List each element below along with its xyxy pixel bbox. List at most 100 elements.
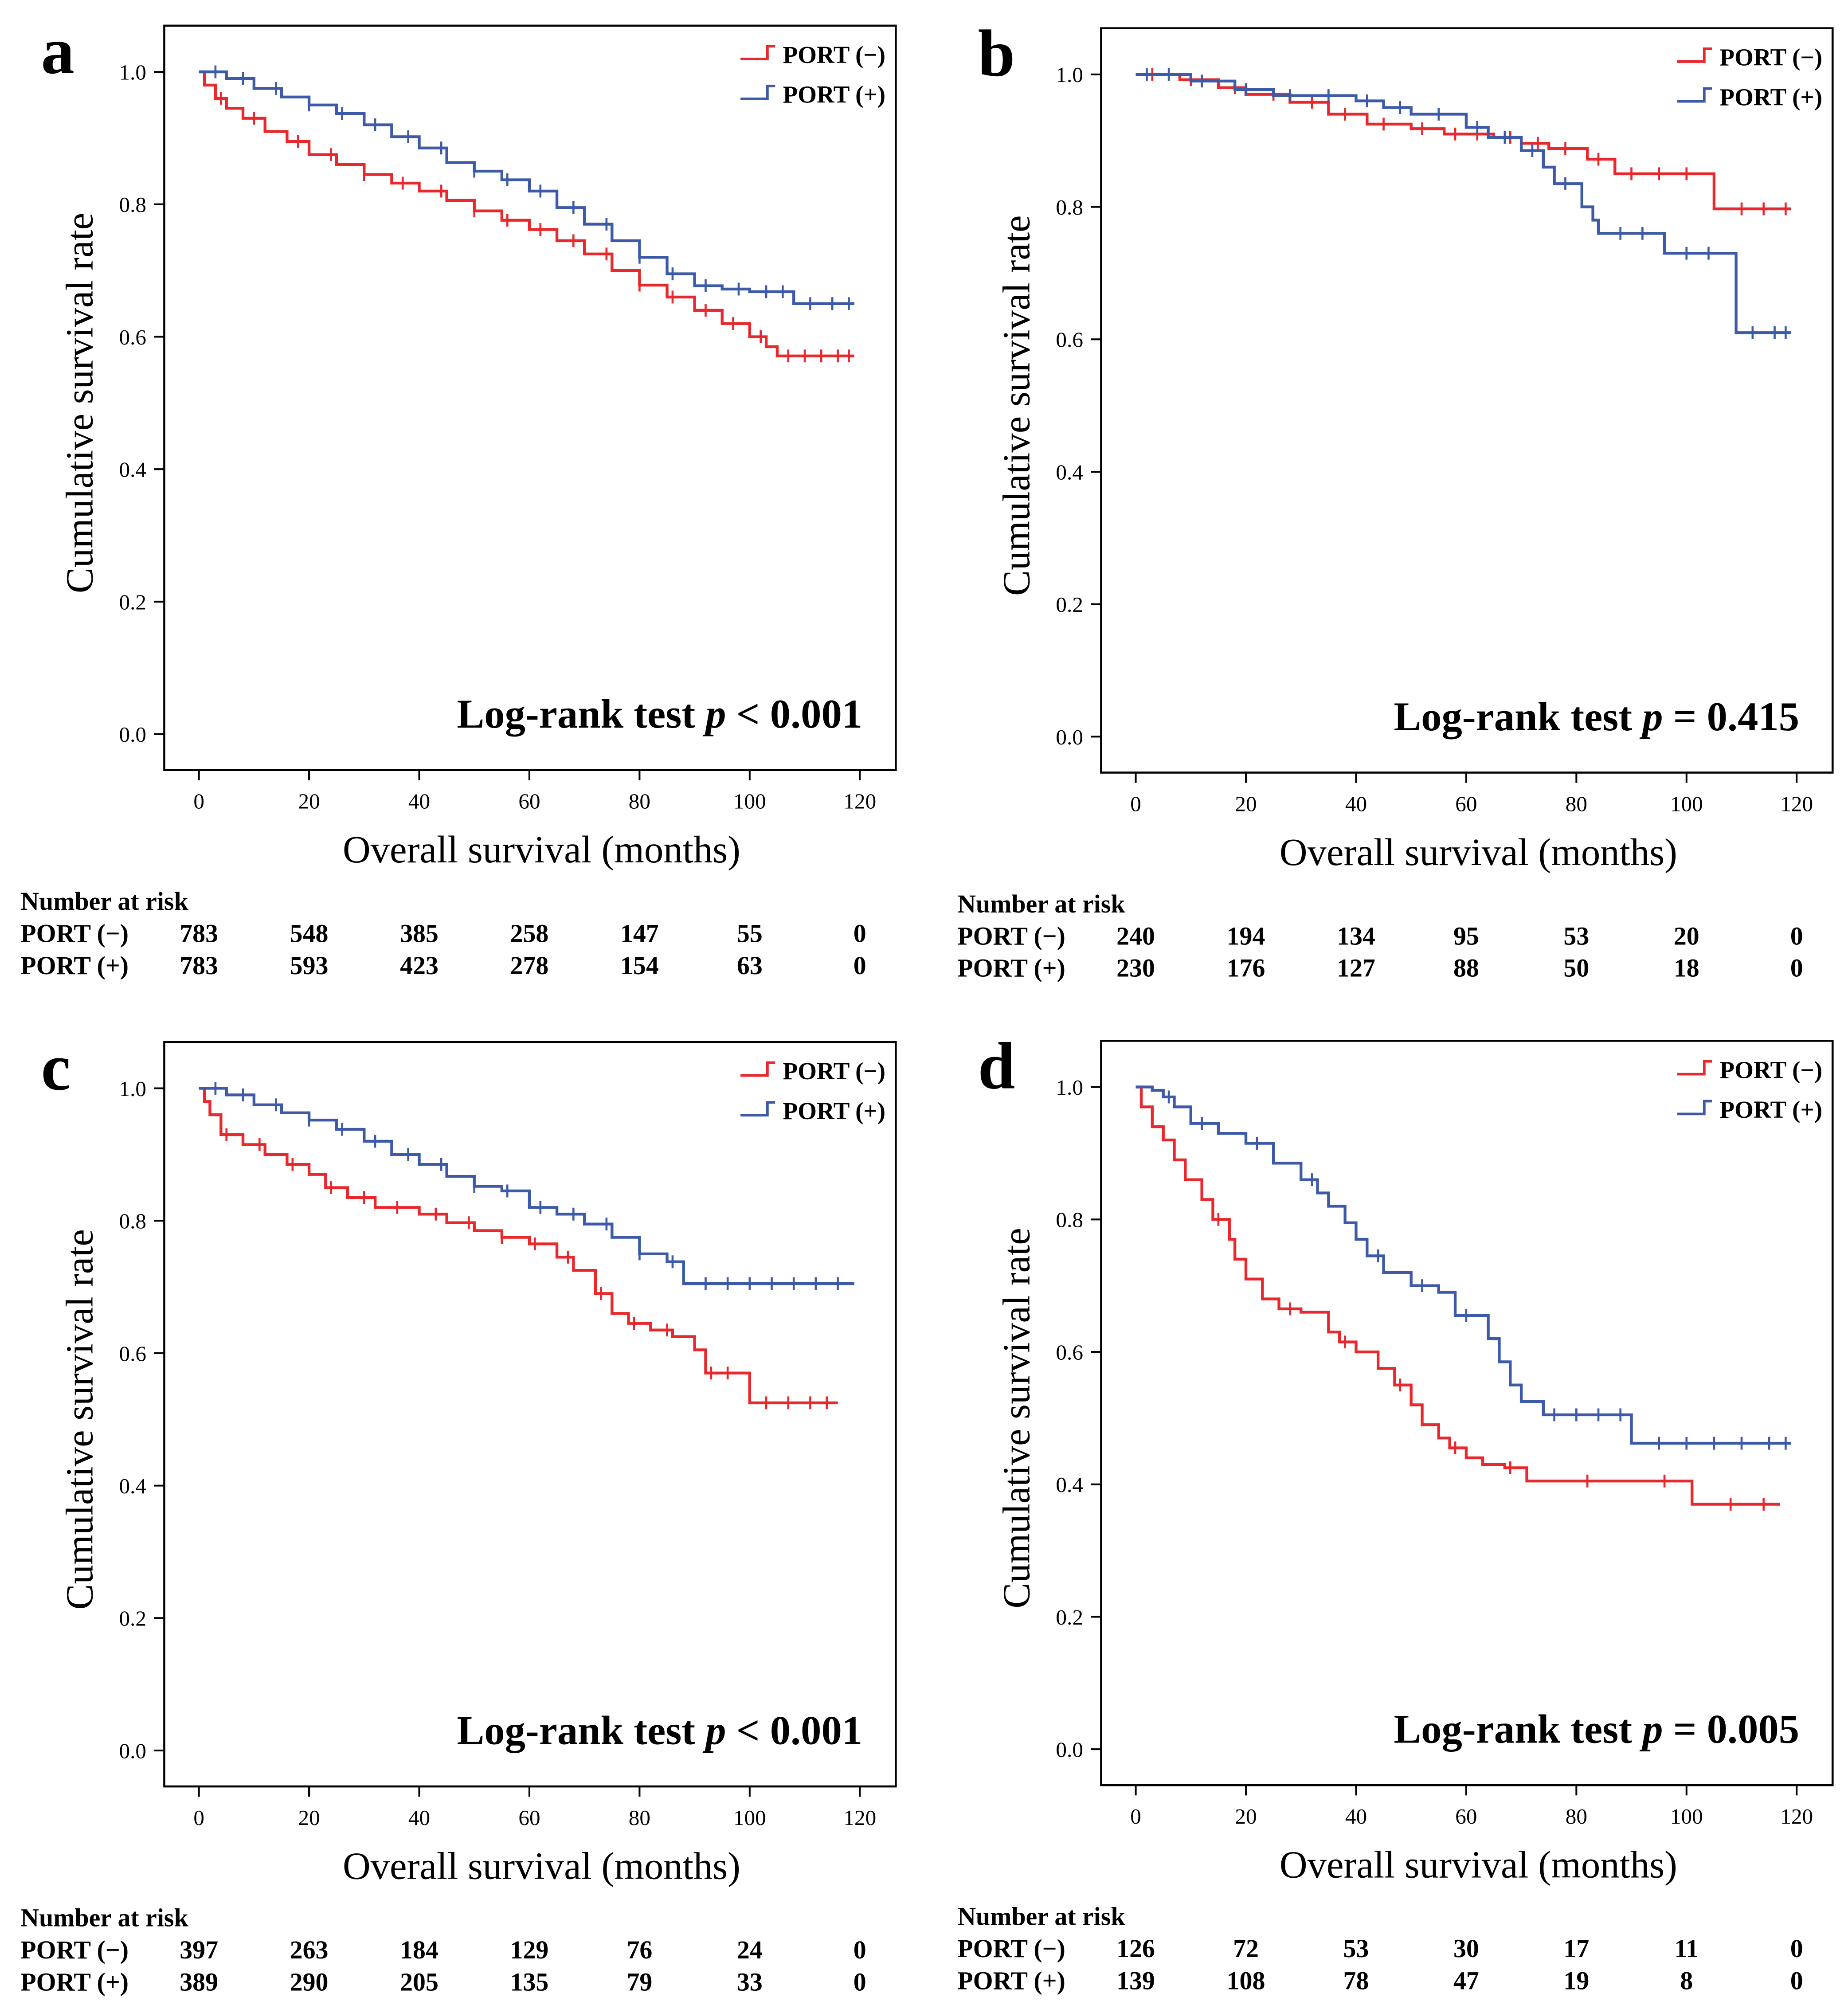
- x-tick-label: 40: [1345, 791, 1367, 816]
- x-tick-label: 80: [1566, 1804, 1587, 1829]
- y-axis-label: Cumulative survival rate: [995, 215, 1038, 595]
- x-tick-label: 100: [733, 789, 766, 814]
- log-rank-test-label: Log-rank test: [457, 1708, 706, 1754]
- x-tick-label: 40: [408, 1805, 430, 1830]
- risk-count: 385: [400, 919, 439, 948]
- y-tick-label: 0.0: [1056, 725, 1083, 749]
- risk-count: 78: [1343, 1966, 1369, 1995]
- risk-count: 63: [737, 951, 763, 980]
- y-axis-label: Cumulative survival rate: [58, 1229, 101, 1609]
- x-tick-label: 120: [1780, 791, 1813, 816]
- log-rank-test-label: Log-rank test: [457, 691, 706, 737]
- y-tick-label: 0.2: [119, 1606, 146, 1631]
- risk-count: 147: [620, 919, 659, 948]
- x-tick-label: 20: [298, 1805, 320, 1830]
- panel-a: a 0.0 0.2 0.4 0.6 0.8 1.0 0 20 40 60 80 100 120 Overal…: [20, 14, 897, 980]
- y-tick-label: 1.0: [119, 60, 146, 84]
- risk-count: 127: [1337, 954, 1375, 983]
- risk-row-label: PORT (−): [957, 921, 1065, 950]
- panel-c: c 0.0 0.2 0.4 0.6 0.8 1.0 0 20 40 60 80 100 120 Overal…: [20, 1030, 897, 1996]
- x-tick-label: 0: [193, 1805, 204, 1830]
- y-tick-label: 0.6: [1056, 328, 1083, 352]
- panel-d: d0.00.20.40.60.81.00 20 40 60 80 100 120Overal…: [957, 1029, 1834, 1995]
- panel-label: c: [41, 1030, 71, 1104]
- p-symbol: p: [702, 1708, 736, 1754]
- legend-label: PORT (−): [783, 41, 886, 68]
- risk-count: 258: [510, 919, 549, 948]
- x-tick-label: 0: [1130, 1804, 1141, 1829]
- risk-count: 20: [1674, 921, 1699, 950]
- y-tick-label: 0.0: [1056, 1737, 1083, 1762]
- x-axis-label: Overall survival (months): [1280, 1844, 1677, 1886]
- legend-swatch: [1677, 47, 1712, 63]
- p-symbol: p: [1639, 694, 1673, 740]
- x-tick-label: 100: [1670, 1804, 1703, 1829]
- risk-count: 230: [1116, 954, 1155, 983]
- x-tick-label: 120: [1780, 1804, 1813, 1829]
- legend-swatch: [1677, 1100, 1712, 1116]
- risk-count: 593: [290, 951, 329, 980]
- y-tick-label: 0.8: [119, 192, 146, 217]
- plot-frame: [1100, 1040, 1834, 1786]
- log-rank-annotation: Log-rank test p = 0.415: [1394, 694, 1799, 740]
- y-tick-label: 1.0: [1056, 63, 1083, 87]
- x-tick-label: 60: [518, 1805, 540, 1830]
- risk-count: 18: [1674, 954, 1699, 983]
- y-axis-label: Cumulative survival rate: [995, 1228, 1038, 1608]
- log-rank-annotation: Log-rank test p < 0.001: [457, 691, 863, 737]
- risk-count: 0: [1790, 921, 1803, 950]
- x-tick-label: 80: [1566, 791, 1587, 816]
- legend-label: PORT (−): [783, 1057, 886, 1085]
- log-rank-test-label: Log-rank test: [1394, 694, 1642, 740]
- risk-count: 55: [737, 919, 763, 948]
- risk-count: 24: [737, 1935, 763, 1964]
- legend-swatch: [1677, 87, 1712, 103]
- plot-frame: [163, 24, 897, 771]
- log-rank-test-label: Log-rank test: [1394, 1707, 1642, 1752]
- risk-row-label: PORT (−): [957, 1934, 1065, 1963]
- risk-count: 263: [290, 1935, 329, 1964]
- risk-count: 0: [854, 1967, 866, 1996]
- km-curve-port-minus: [199, 70, 854, 357]
- risk-count: 11: [1674, 1934, 1699, 1963]
- log-rank-annotation: Log-rank test p = 0.005: [1394, 1707, 1799, 1752]
- p-value: = 0.415: [1673, 694, 1799, 740]
- risk-count: 0: [854, 951, 866, 980]
- risk-count: 0: [854, 1935, 866, 1964]
- risk-row-label: PORT (+): [957, 1966, 1065, 1995]
- y-tick-label: 0.8: [119, 1209, 146, 1234]
- risk-count: 17: [1563, 1934, 1589, 1963]
- y-tick-label: 0.6: [119, 325, 146, 349]
- risk-count: 129: [510, 1935, 549, 1964]
- risk-count: 154: [620, 951, 659, 980]
- risk-count: 79: [626, 1967, 652, 1996]
- risk-count: 50: [1563, 954, 1589, 983]
- x-tick-label: 60: [1455, 791, 1477, 816]
- x-axis-label: Overall survival (months): [343, 828, 740, 871]
- y-tick-label: 1.0: [1056, 1075, 1083, 1100]
- km-curve-port-plus: [199, 70, 854, 305]
- y-tick-label: 0.8: [1056, 1208, 1083, 1232]
- panel-label: d: [978, 1029, 1015, 1103]
- y-axis-label: Cumulative survival rate: [58, 213, 101, 593]
- risk-count: 184: [400, 1935, 439, 1964]
- risk-count: 176: [1227, 954, 1265, 983]
- y-tick-label: 0.2: [1056, 592, 1083, 617]
- risk-count: 240: [1116, 921, 1155, 950]
- risk-table-title: Number at risk: [20, 887, 188, 916]
- risk-count: 278: [510, 951, 549, 980]
- y-tick-label: 0.4: [1056, 1472, 1083, 1497]
- y-tick-label: 0.4: [1056, 460, 1083, 484]
- legend-label: PORT (−): [1720, 44, 1823, 71]
- risk-count: 19: [1563, 1966, 1589, 1995]
- risk-count: 134: [1337, 921, 1375, 950]
- legend-label: PORT (+): [783, 1097, 886, 1124]
- plot-frame: [1100, 27, 1834, 774]
- risk-count: 194: [1227, 921, 1265, 950]
- p-value: < 0.001: [736, 1708, 862, 1754]
- risk-table-title: Number at risk: [957, 1902, 1125, 1931]
- km-curve-port-minus: [199, 1087, 838, 1405]
- y-tick-label: 0.6: [119, 1341, 146, 1366]
- x-tick-label: 20: [1235, 791, 1257, 816]
